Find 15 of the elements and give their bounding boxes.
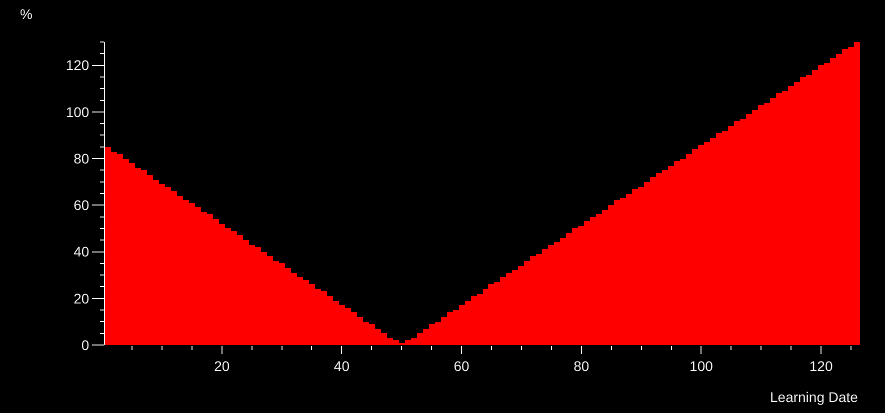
x-tick-label: 120: [809, 358, 833, 374]
y-tick-label: 120: [66, 57, 90, 74]
y-tick-label: 80: [74, 150, 90, 166]
y-tick-label: 20: [74, 290, 90, 306]
y-axis-title: %: [20, 6, 32, 22]
y-tick-label: 0: [81, 336, 90, 353]
x-tick-label: 40: [334, 358, 350, 374]
x-axis-title: Learning Date: [770, 389, 858, 405]
y-tick-label: 40: [74, 244, 90, 260]
y-tick-label: 60: [74, 197, 90, 214]
x-tick-label: 20: [214, 358, 230, 374]
x-tick-label: 80: [574, 358, 590, 374]
x-tick-label: 100: [690, 358, 714, 374]
x-tick-label: 60: [454, 358, 470, 374]
y-tick-label: 100: [66, 104, 90, 120]
